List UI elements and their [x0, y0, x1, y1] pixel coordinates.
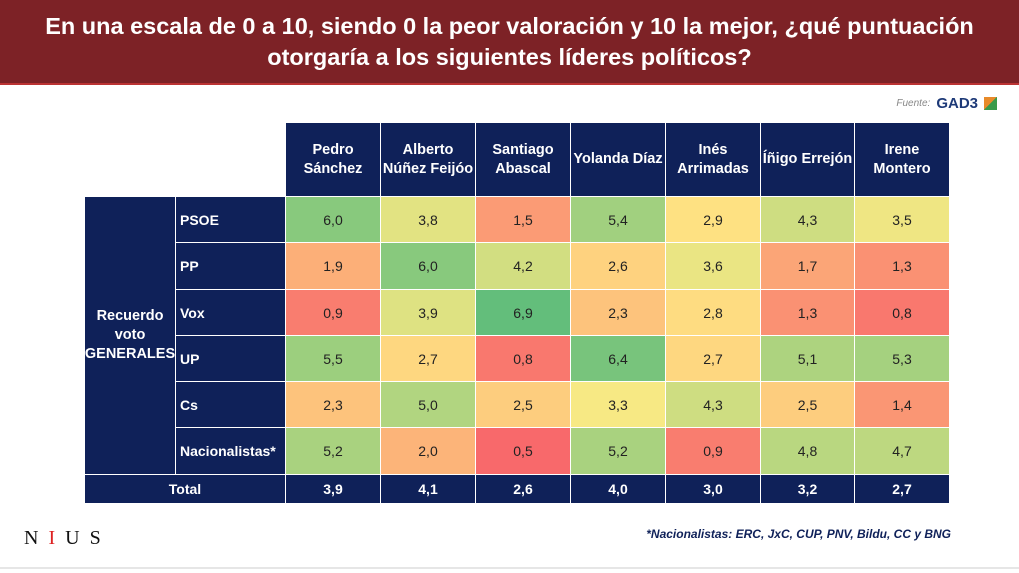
heatmap-cell: 2,5 — [761, 382, 855, 428]
heatmap-cell: 4,7 — [855, 428, 950, 475]
heatmap-cell: 6,9 — [476, 290, 571, 336]
heatmap-cell: 2,3 — [286, 382, 381, 428]
heatmap-cell: 3,6 — [666, 243, 761, 290]
heatmap-cell: 2,7 — [381, 336, 476, 382]
heatmap-cell: 0,9 — [286, 290, 381, 336]
total-label: Total — [85, 475, 286, 504]
heatmap-cell: 0,5 — [476, 428, 571, 475]
heatmap-cell: 2,3 — [571, 290, 666, 336]
row-label: PSOE — [176, 197, 286, 243]
column-header: Irene Montero — [855, 123, 950, 197]
total-cell: 3,9 — [286, 475, 381, 504]
heatmap-cell: 4,2 — [476, 243, 571, 290]
column-header: Pedro Sánchez — [286, 123, 381, 197]
total-cell: 2,6 — [476, 475, 571, 504]
heatmap-cell: 3,5 — [855, 197, 950, 243]
gad3-logo: GAD3 — [936, 95, 978, 112]
heatmap-cell: 1,7 — [761, 243, 855, 290]
total-cell: 4,1 — [381, 475, 476, 504]
heatmap-cell: 0,8 — [476, 336, 571, 382]
row-label: UP — [176, 336, 286, 382]
heatmap-cell: 2,7 — [666, 336, 761, 382]
heatmap-cell: 2,0 — [381, 428, 476, 475]
nius-logo: NIUS — [24, 527, 111, 549]
row-label: Cs — [176, 382, 286, 428]
heatmap-cell: 2,5 — [476, 382, 571, 428]
row-label: PP — [176, 243, 286, 290]
total-cell: 3,2 — [761, 475, 855, 504]
row-group-label: Recuerdo voto GENERALES — [85, 197, 176, 475]
heatmap-cell: 6,0 — [381, 243, 476, 290]
heatmap-cell: 6,0 — [286, 197, 381, 243]
heatmap-cell: 4,3 — [666, 382, 761, 428]
column-header: Íñigo Errejón — [761, 123, 855, 197]
source-label: Fuente: — [896, 98, 931, 109]
heatmap-cell: 1,5 — [476, 197, 571, 243]
heatmap-cell: 4,3 — [761, 197, 855, 243]
gad3-cube-icon — [984, 97, 997, 110]
heatmap-cell: 2,8 — [666, 290, 761, 336]
heatmap-cell: 1,3 — [761, 290, 855, 336]
heatmap-cell: 1,3 — [855, 243, 950, 290]
heatmap-cell: 5,3 — [855, 336, 950, 382]
heatmap-cell: 3,9 — [381, 290, 476, 336]
heatmap-cell: 1,9 — [286, 243, 381, 290]
heatmap-cell: 1,4 — [855, 382, 950, 428]
column-header: Alberto Núñez Feijóo — [381, 123, 476, 197]
heatmap-cell: 2,6 — [571, 243, 666, 290]
total-cell: 2,7 — [855, 475, 950, 504]
row-label: Nacionalistas* — [176, 428, 286, 475]
heatmap-cell: 3,8 — [381, 197, 476, 243]
page-title: En una escala de 0 a 10, siendo 0 la peo… — [0, 0, 1019, 85]
total-cell: 3,0 — [666, 475, 761, 504]
heatmap-cell: 5,2 — [571, 428, 666, 475]
divider — [0, 567, 1019, 569]
heatmap-cell: 0,8 — [855, 290, 950, 336]
heatmap-cell: 5,4 — [571, 197, 666, 243]
heatmap-cell: 6,4 — [571, 336, 666, 382]
heatmap-cell: 3,3 — [571, 382, 666, 428]
source: Fuente: GAD3 — [896, 95, 997, 112]
heatmap-cell: 0,9 — [666, 428, 761, 475]
total-cell: 4,0 — [571, 475, 666, 504]
column-header: Santiago Abascal — [476, 123, 571, 197]
column-header: Inés Arrimadas — [666, 123, 761, 197]
heatmap-cell: 5,2 — [286, 428, 381, 475]
heatmap-cell: 4,8 — [761, 428, 855, 475]
heatmap-cell: 2,9 — [666, 197, 761, 243]
heatmap-cell: 5,5 — [286, 336, 381, 382]
column-header: Yolanda Díaz — [571, 123, 666, 197]
row-label: Vox — [176, 290, 286, 336]
heatmap-cell: 5,0 — [381, 382, 476, 428]
heatmap-cell: 5,1 — [761, 336, 855, 382]
footnote: *Nacionalistas: ERC, JxC, CUP, PNV, Bild… — [646, 527, 951, 541]
